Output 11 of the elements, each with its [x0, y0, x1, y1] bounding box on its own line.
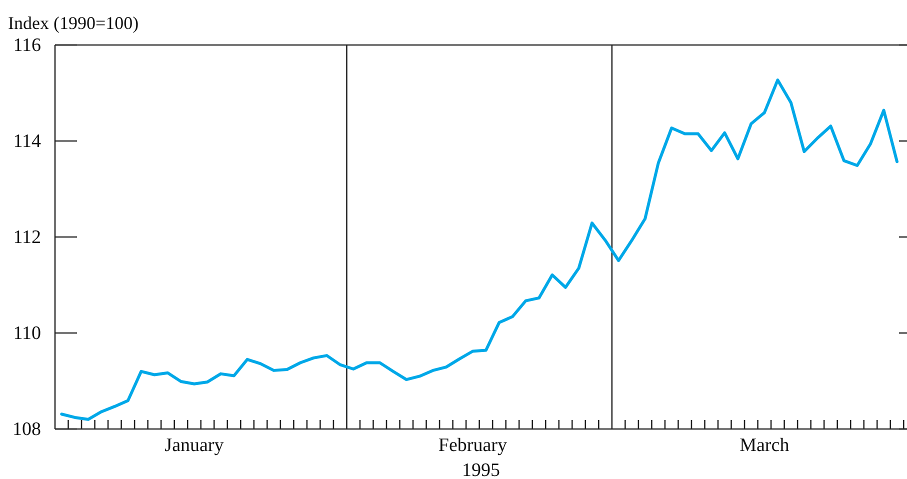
y-tick-label: 114: [13, 131, 42, 152]
y-tick-label: 108: [12, 419, 41, 440]
x-axis-title: 1995: [462, 460, 500, 479]
line-series: [60, 78, 899, 421]
x-tick-label: February: [438, 435, 508, 456]
y-tick-label: 112: [13, 227, 41, 248]
x-tick-label: March: [740, 435, 790, 456]
y-axis-title: Index (1990=100): [8, 13, 139, 33]
y-tick-label: 116: [13, 35, 41, 56]
y-tick-label: 110: [13, 323, 41, 344]
x-tick-label: January: [164, 435, 224, 456]
